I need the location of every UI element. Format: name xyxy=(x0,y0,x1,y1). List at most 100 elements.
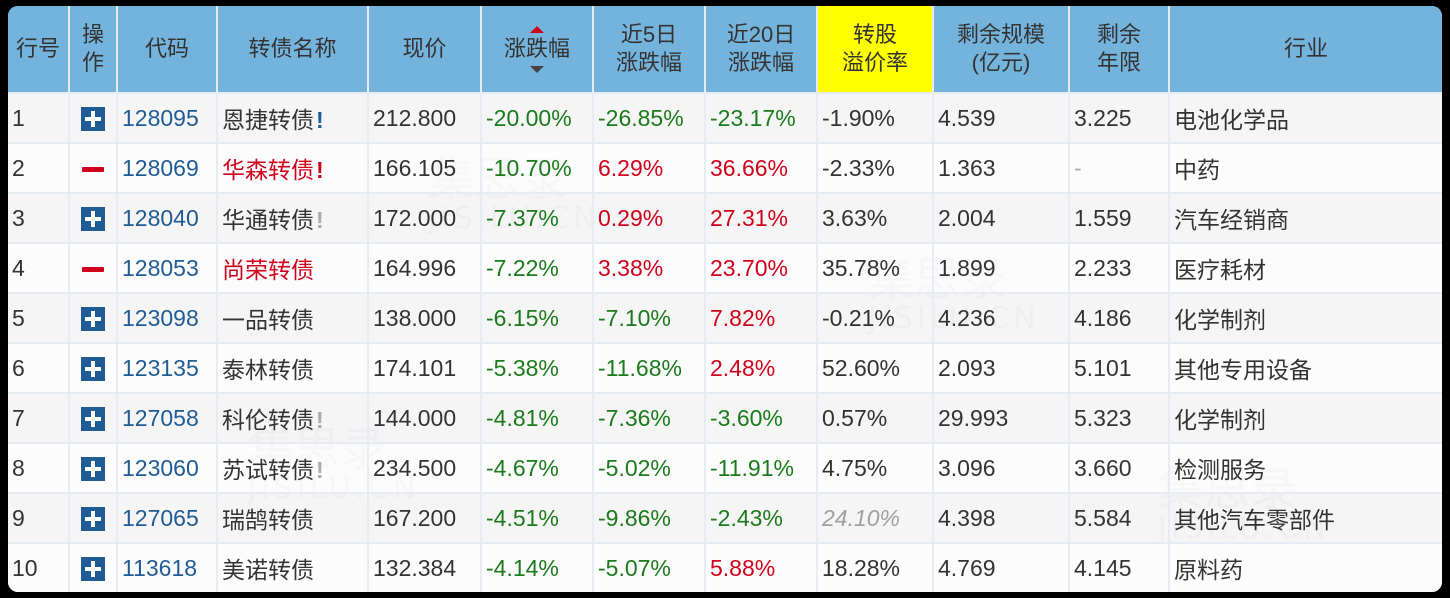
cell-op[interactable] xyxy=(69,243,118,294)
bond-code-link[interactable]: 128095 xyxy=(122,104,199,131)
cell-code[interactable]: 128040 xyxy=(117,193,218,244)
bond-name-link[interactable]: 华通转债 xyxy=(222,207,314,233)
bond-name-link[interactable]: 美诺转债 xyxy=(222,557,314,583)
header-label: 涨跌幅 xyxy=(727,50,794,75)
remove-from-watchlist-icon[interactable] xyxy=(82,266,104,272)
bond-code-link[interactable]: 128053 xyxy=(122,254,199,281)
cell-op[interactable] xyxy=(69,293,118,344)
cell-name[interactable]: 苏试转债! xyxy=(217,443,369,494)
add-to-watchlist-icon[interactable] xyxy=(81,457,105,482)
cell-change: -4.14% xyxy=(481,543,594,592)
cell-op[interactable] xyxy=(69,193,118,244)
cell-code[interactable]: 128053 xyxy=(117,243,218,294)
cell-code[interactable]: 123135 xyxy=(117,343,218,394)
bond-name-link[interactable]: 尚荣转债 xyxy=(222,257,314,283)
add-to-watchlist-icon[interactable] xyxy=(81,407,105,432)
bond-code-link[interactable]: 123060 xyxy=(122,454,199,481)
header-name[interactable]: 转债名称 xyxy=(217,6,369,94)
sort-asc-icon[interactable] xyxy=(530,25,544,33)
cell-op[interactable] xyxy=(69,343,118,394)
cell-row-no: 4 xyxy=(8,243,70,294)
cell-name[interactable]: 恩捷转债! xyxy=(217,93,369,144)
add-to-watchlist-icon[interactable] xyxy=(81,107,105,132)
cell-years: 4.145 xyxy=(1069,543,1170,592)
bond-name-link[interactable]: 华森转债 xyxy=(222,157,314,183)
bond-name-link[interactable]: 一品转债 xyxy=(222,307,314,333)
cell-industry: 原料药 xyxy=(1169,543,1442,592)
cell-years: - xyxy=(1069,143,1170,194)
header-change5[interactable]: 近5日 涨跌幅 xyxy=(593,6,706,94)
alert-flag-icon[interactable]: ! xyxy=(316,457,324,483)
cell-size: 1.363 xyxy=(933,143,1070,194)
remove-from-watchlist-icon[interactable] xyxy=(82,166,104,172)
bond-name-link[interactable]: 瑞鹄转债 xyxy=(222,507,314,533)
bond-name-link[interactable]: 科伦转债 xyxy=(222,407,314,433)
bond-code-link[interactable]: 128069 xyxy=(122,154,199,181)
cell-name[interactable]: 华森转债! xyxy=(217,143,369,194)
cell-name[interactable]: 科伦转债! xyxy=(217,393,369,444)
table-header-row: 行号 操作 代码 转债名称 现价 涨跌幅 近5日 涨跌幅 近20日 涨跌幅 转股 溢价… xyxy=(8,6,1442,94)
cell-op[interactable] xyxy=(69,93,118,144)
add-to-watchlist-icon[interactable] xyxy=(81,507,105,532)
cell-op[interactable] xyxy=(69,493,118,544)
cell-name[interactable]: 泰林转债 xyxy=(217,343,369,394)
cell-change5: 0.29% xyxy=(593,193,706,244)
cell-name[interactable]: 美诺转债 xyxy=(217,543,369,592)
header-label: 近5日 xyxy=(620,22,678,47)
bond-code-link[interactable]: 127058 xyxy=(122,404,199,431)
bond-code-link[interactable]: 113618 xyxy=(122,554,198,581)
cell-code[interactable]: 123060 xyxy=(117,443,218,494)
bond-code-link[interactable]: 123135 xyxy=(122,354,199,381)
header-industry[interactable]: 行业 xyxy=(1169,6,1442,94)
cell-code[interactable]: 127058 xyxy=(117,393,218,444)
cell-name[interactable]: 一品转债 xyxy=(217,293,369,344)
cell-op[interactable] xyxy=(69,543,118,592)
header-label: 近20日 xyxy=(726,22,796,47)
header-price[interactable]: 现价 xyxy=(368,6,482,94)
cell-name[interactable]: 瑞鹄转债 xyxy=(217,493,369,544)
cell-change20: -2.43% xyxy=(705,493,818,544)
add-to-watchlist-icon[interactable] xyxy=(81,307,105,332)
cell-years: 4.186 xyxy=(1069,293,1170,344)
cell-change5: -5.07% xyxy=(593,543,706,592)
cell-size: 29.993 xyxy=(933,393,1070,444)
header-premium[interactable]: 转股 溢价率 xyxy=(817,6,934,94)
cell-code[interactable]: 128095 xyxy=(117,93,218,144)
bond-name-link[interactable]: 泰林转债 xyxy=(222,357,314,383)
add-to-watchlist-icon[interactable] xyxy=(81,357,105,382)
cell-name[interactable]: 华通转债! xyxy=(217,193,369,244)
cell-op[interactable] xyxy=(69,393,118,444)
header-label: 转股 xyxy=(852,22,897,47)
add-to-watchlist-icon[interactable] xyxy=(81,557,105,582)
header-row-no[interactable]: 行号 xyxy=(8,6,70,94)
alert-flag-icon[interactable]: ! xyxy=(316,107,324,133)
alert-flag-icon[interactable]: ! xyxy=(316,207,324,233)
header-change[interactable]: 涨跌幅 xyxy=(481,6,594,94)
cell-code[interactable]: 113618 xyxy=(117,543,218,592)
header-op: 操作 xyxy=(69,6,118,94)
add-to-watchlist-icon[interactable] xyxy=(81,207,105,232)
header-years[interactable]: 剩余 年限 xyxy=(1069,6,1170,94)
bond-name-link[interactable]: 苏试转债 xyxy=(222,457,314,483)
cell-premium: 35.78% xyxy=(817,243,934,294)
cell-code[interactable]: 127065 xyxy=(117,493,218,544)
bond-code-link[interactable]: 127065 xyxy=(122,504,199,531)
cell-price: 234.500 xyxy=(368,443,482,494)
cell-row-no: 5 xyxy=(8,293,70,344)
bond-name-link[interactable]: 恩捷转债 xyxy=(222,107,314,133)
bond-code-link[interactable]: 123098 xyxy=(122,304,199,331)
bond-code-link[interactable]: 128040 xyxy=(122,204,199,231)
cell-change: -7.22% xyxy=(481,243,594,294)
header-code[interactable]: 代码 xyxy=(117,6,218,94)
table-row: 1 128095 恩捷转债! 212.800 -20.00% -26.85% -23.17%… xyxy=(8,93,1442,144)
cell-code[interactable]: 123098 xyxy=(117,293,218,344)
cell-code[interactable]: 128069 xyxy=(117,143,218,194)
cell-name[interactable]: 尚荣转债 xyxy=(217,243,369,294)
alert-flag-icon[interactable]: ! xyxy=(316,407,324,433)
cell-op[interactable] xyxy=(69,443,118,494)
header-change20[interactable]: 近20日涨跌幅 xyxy=(705,6,818,94)
cell-op[interactable] xyxy=(69,143,118,194)
sort-desc-icon[interactable] xyxy=(530,65,544,73)
header-size[interactable]: 剩余规模 (亿元) xyxy=(933,6,1070,94)
alert-flag-icon[interactable]: ! xyxy=(316,157,324,183)
